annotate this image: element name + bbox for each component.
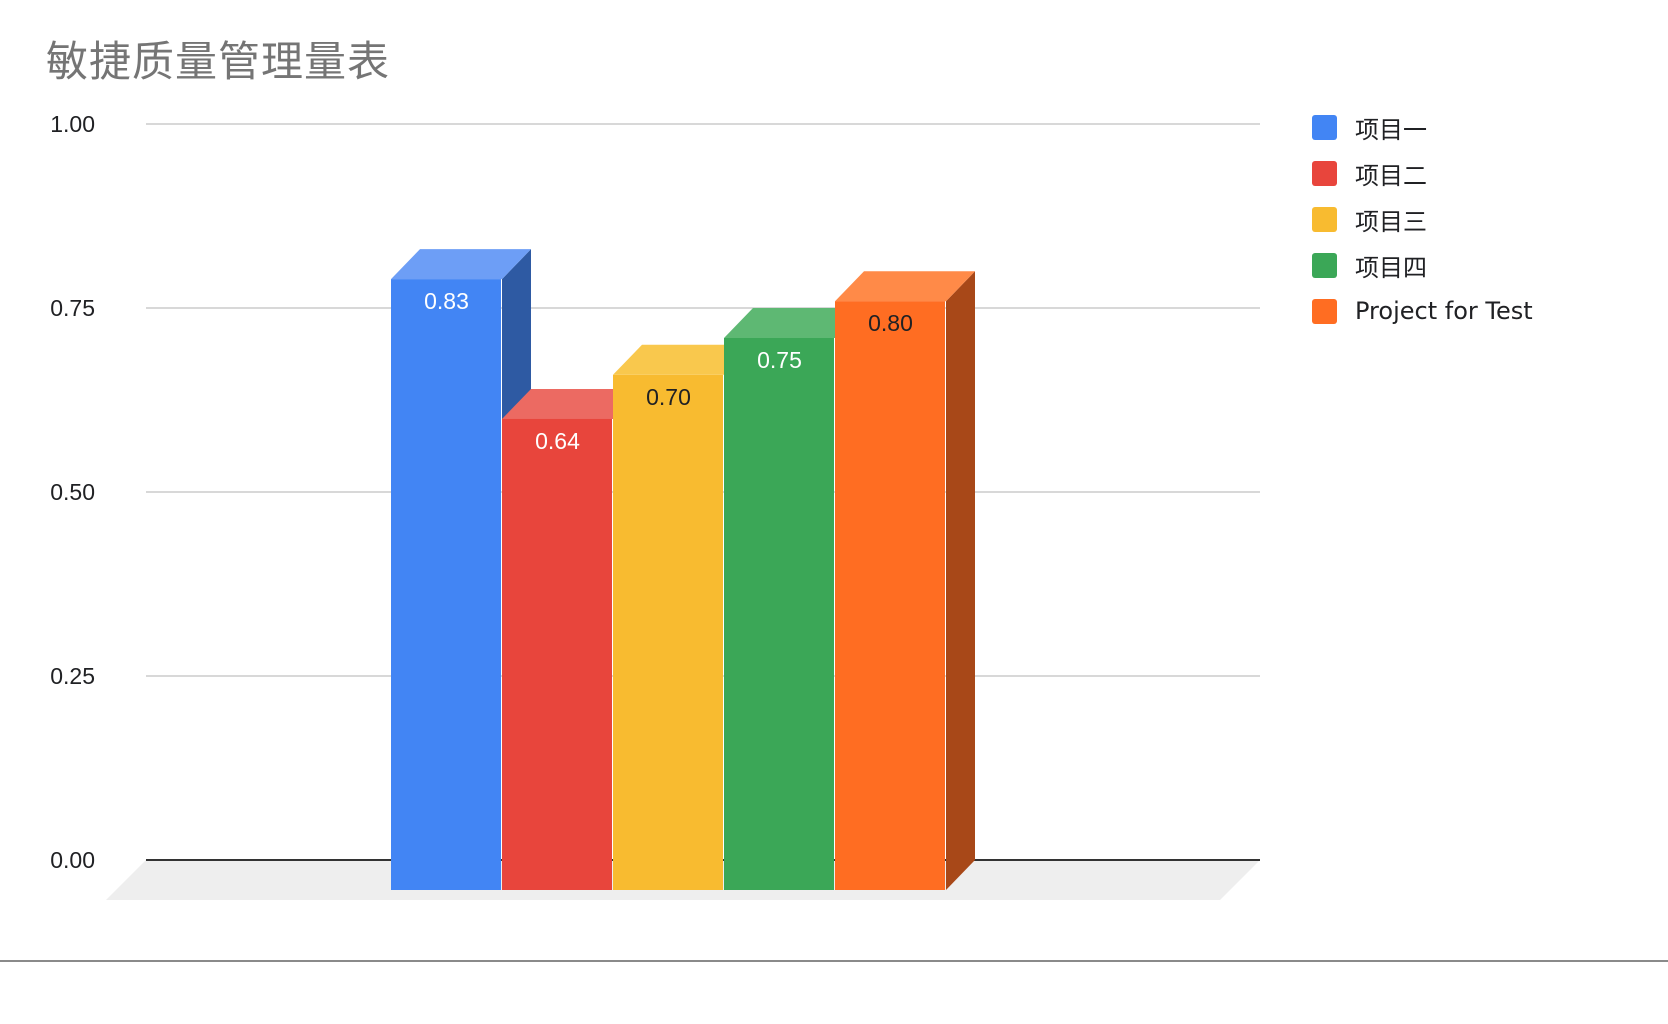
data-label: 0.64 [535,428,580,454]
bar-top [835,271,975,302]
bar-top [502,388,642,419]
chart-title: 敏捷质量管理量表 [46,37,391,86]
bar-top [724,308,864,338]
data-label: 0.83 [424,288,469,314]
legend-swatch [1312,160,1337,186]
legend-swatch [1312,206,1337,232]
y-tick-label: 0.00 [50,847,95,873]
bottom-divider [0,960,1668,962]
legend-swatch [1312,298,1337,324]
legend-label: 项目三 [1355,207,1427,236]
legend: 项目一项目二项目三项目四 Project for Test [1312,104,1533,334]
data-label: 0.80 [868,310,913,336]
legend-swatch [1312,114,1337,140]
legend-item: 项目二 [1312,150,1533,196]
legend-label: 项目四 [1355,253,1427,282]
bar [391,279,501,890]
legend-swatch [1312,252,1337,278]
y-tick-label: 0.75 [50,295,95,321]
legend-label: 项目二 [1355,161,1427,190]
y-tick-label: 0.50 [50,479,95,505]
bar-side [946,271,975,890]
legend-item: 项目一 [1312,104,1533,150]
legend-label: 项目一 [1355,115,1427,144]
bar-top [391,249,531,280]
y-tick-label: 0.25 [50,663,95,689]
legend-item: 项目四 [1312,242,1533,288]
bar [835,301,945,890]
legend-item: 项目三 [1312,196,1533,242]
data-label: 0.75 [757,347,802,373]
data-label: 0.70 [646,384,691,410]
y-tick-label: 1.00 [50,111,95,137]
bar-top [613,344,753,375]
legend-label: Project for Test [1355,297,1533,325]
legend-item: Project for Test [1312,288,1533,334]
bar [502,418,612,890]
bar [613,374,723,890]
bar [724,338,834,890]
